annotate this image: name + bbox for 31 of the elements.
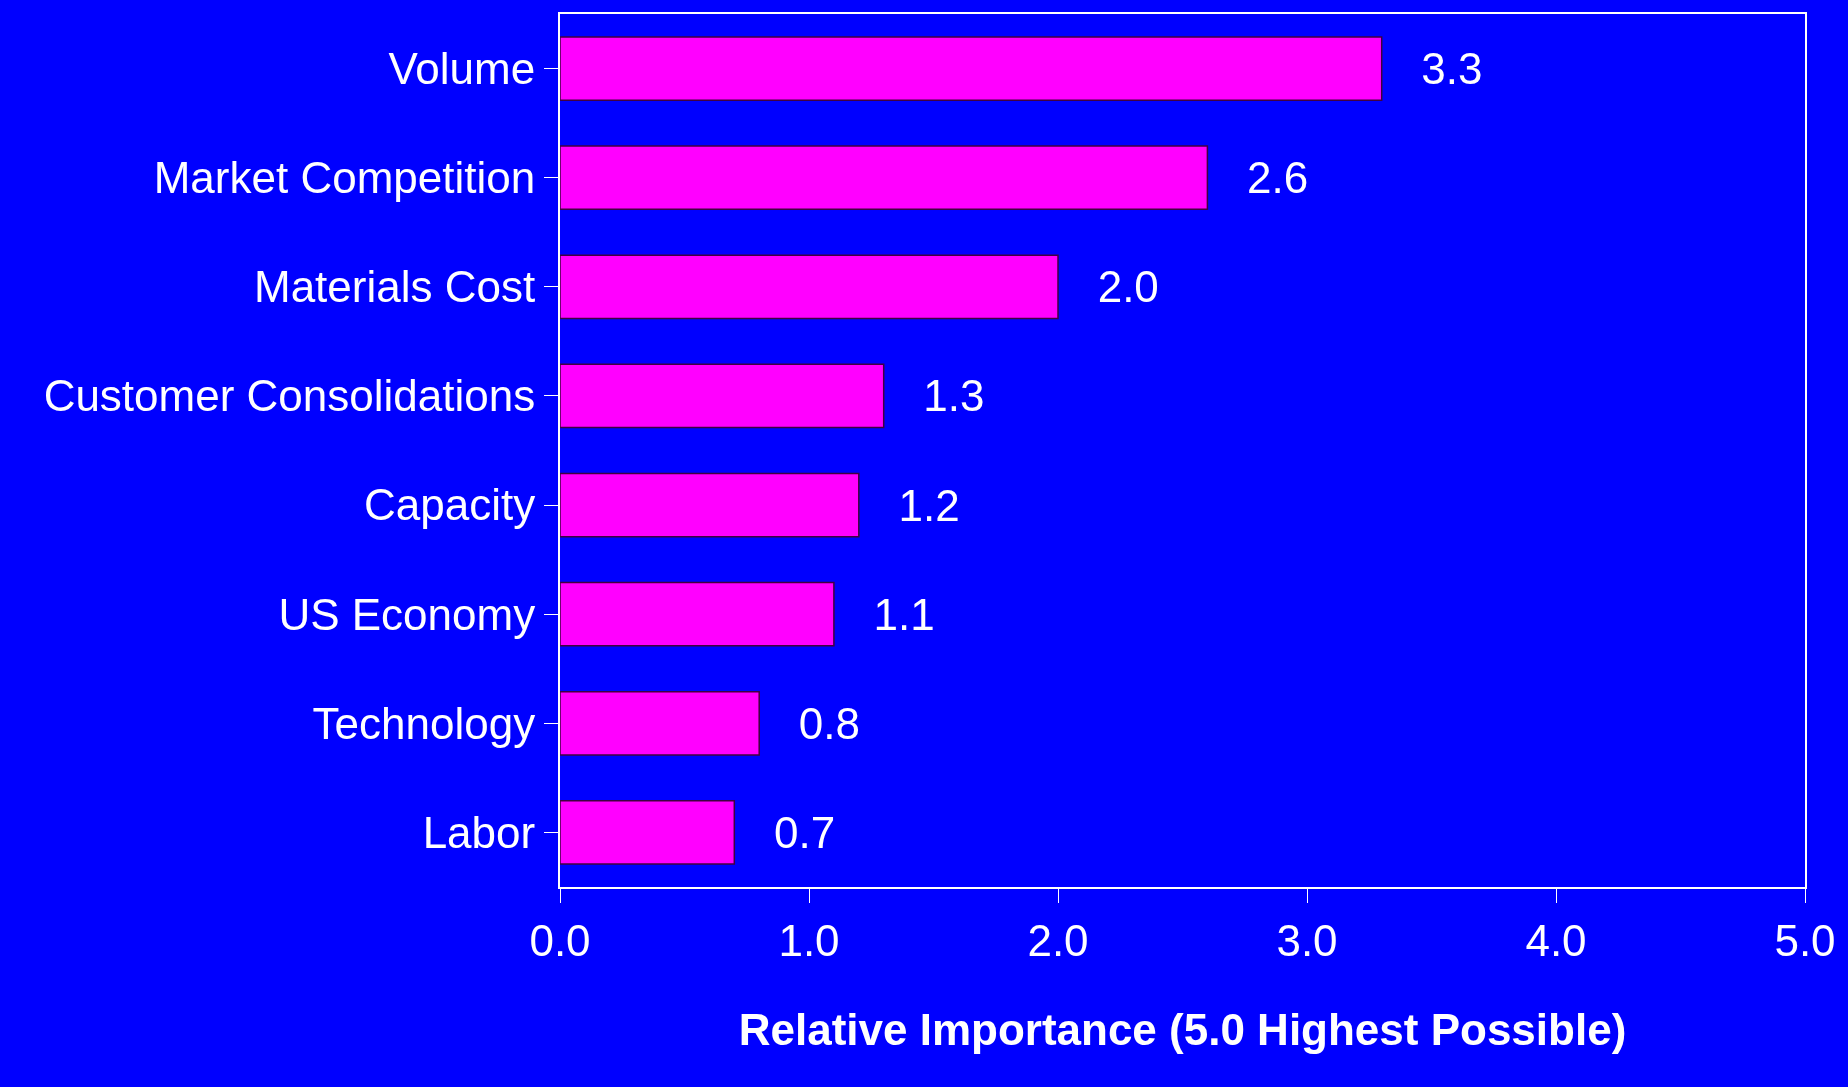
x-tick-label: 5.0 — [1774, 915, 1836, 965]
y-tick-label: Market Competition — [153, 153, 536, 203]
y-tick-label: Volume — [388, 43, 536, 93]
bar — [560, 581, 835, 647]
bar — [560, 800, 736, 865]
data-label: 2.0 — [1061, 262, 1159, 312]
bar — [560, 472, 860, 538]
y-tick-label: Materials Cost — [254, 262, 536, 312]
y-tick-label: Technology — [312, 698, 536, 748]
data-label: 0.7 — [737, 807, 836, 857]
data-label: 1.3 — [886, 371, 985, 421]
x-tick-label: 4.0 — [1525, 915, 1587, 965]
bar — [560, 254, 1059, 320]
x-tick-label: 3.0 — [1276, 915, 1338, 965]
bar — [560, 36, 1383, 101]
y-tick-label: Capacity — [364, 480, 536, 530]
data-label: 0.8 — [762, 698, 861, 748]
bar — [560, 145, 1209, 211]
y-tick-label: Labor — [422, 807, 536, 857]
y-tick-label: Customer Consolidations — [43, 371, 536, 421]
data-label: 1.2 — [861, 480, 960, 530]
data-label: 3.3 — [1384, 44, 1483, 94]
bar — [560, 363, 885, 429]
bar — [560, 690, 760, 756]
y-tick-label: US Economy — [278, 589, 536, 639]
x-tick-label: 1.0 — [778, 915, 840, 965]
x-tick-label: 2.0 — [1027, 915, 1089, 965]
data-label: 2.6 — [1210, 153, 1309, 203]
x-axis-title: Relative Importance (5.0 Highest Possible) — [738, 1004, 1627, 1054]
x-tick-label: 0.0 — [529, 915, 591, 965]
data-label: 1.1 — [836, 589, 935, 639]
